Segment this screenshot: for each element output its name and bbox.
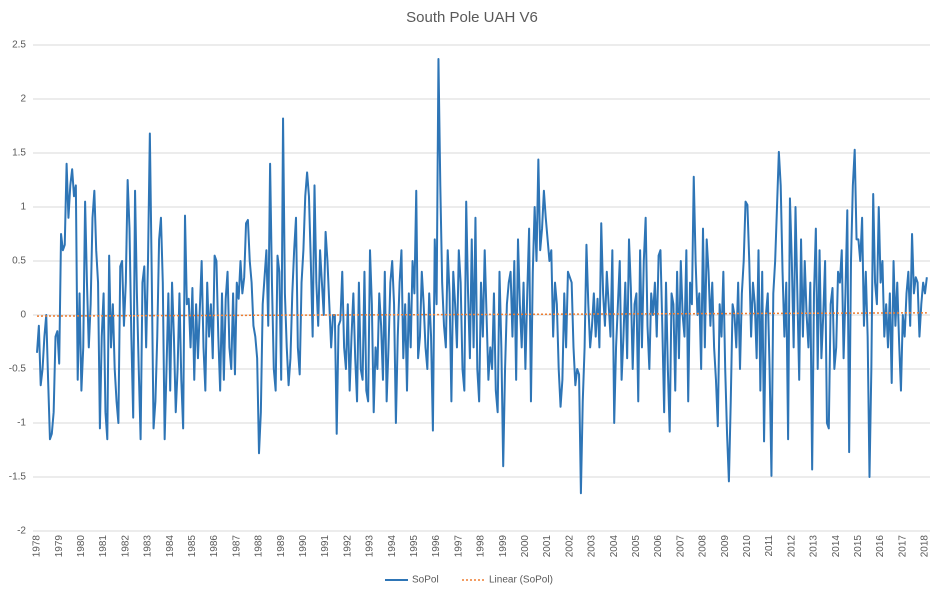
x-tick-label: 2010 <box>742 535 753 558</box>
x-tick-label: 2004 <box>609 535 620 558</box>
x-tick-label: 1994 <box>387 535 398 558</box>
x-tick-label: 2000 <box>520 535 531 558</box>
x-tick-label: 2016 <box>875 535 886 558</box>
x-tick-label: 2014 <box>831 535 842 558</box>
y-tick-label: 1.5 <box>12 148 26 159</box>
x-tick-label: 2015 <box>853 535 864 558</box>
y-tick-label: -1.5 <box>9 472 27 483</box>
x-tick-label: 2002 <box>564 535 575 558</box>
x-tick-label: 1981 <box>98 535 109 558</box>
x-tick-label: 1990 <box>298 535 309 558</box>
y-tick-label: 0 <box>20 310 26 321</box>
x-tick-label: 2005 <box>631 535 642 558</box>
x-tick-label: 2006 <box>653 535 664 558</box>
x-tick-label: 1998 <box>476 535 487 558</box>
y-tick-label: 0.5 <box>12 256 26 267</box>
x-tick-label: 2007 <box>675 535 686 558</box>
y-tick-label: -2 <box>17 526 26 537</box>
y-tick-label: 1 <box>20 202 26 213</box>
x-tick-label: 2009 <box>720 535 731 558</box>
y-tick-label: -0.5 <box>9 364 27 375</box>
x-tick-label: 2018 <box>920 535 931 558</box>
x-tick-label: 1979 <box>54 535 65 558</box>
x-tick-label: 1983 <box>143 535 154 558</box>
x-tick-label: 1988 <box>254 535 265 558</box>
x-tick-label: 1984 <box>165 535 176 558</box>
x-tick-label: 2008 <box>698 535 709 558</box>
x-tick-label: 2003 <box>587 535 598 558</box>
data-line <box>36 58 928 495</box>
x-tick-label: 1996 <box>431 535 442 558</box>
x-tick-label: 1987 <box>231 535 242 558</box>
y-tick-label: 2.5 <box>12 40 26 51</box>
x-tick-label: 2013 <box>809 535 820 558</box>
x-tick-label: 1993 <box>365 535 376 558</box>
legend-label: Linear (SoPol) <box>489 575 553 586</box>
x-tick-label: 2011 <box>764 535 775 557</box>
x-tick-label: 1985 <box>187 535 198 558</box>
x-tick-label: 2012 <box>786 535 797 558</box>
x-tick-label: 1997 <box>453 535 464 558</box>
x-tick-label: 1986 <box>209 535 220 558</box>
x-tick-label: 1992 <box>342 535 353 558</box>
chart-title: South Pole UAH V6 <box>406 9 538 26</box>
trend-line <box>36 312 927 317</box>
x-tick-label: 1989 <box>276 535 287 558</box>
x-tick-label: 1991 <box>320 535 331 558</box>
x-tick-label: 1999 <box>498 535 509 558</box>
y-tick-label: 2 <box>20 94 26 105</box>
legend-label: SoPol <box>412 575 439 586</box>
x-tick-label: 1995 <box>409 535 420 558</box>
y-tick-label: -1 <box>17 418 26 429</box>
x-tick-label: 1980 <box>76 535 87 558</box>
x-tick-label: 2017 <box>897 535 908 558</box>
x-tick-label: 2001 <box>542 535 553 558</box>
x-tick-label: 1982 <box>120 535 131 558</box>
x-tick-label: 1978 <box>32 535 43 558</box>
